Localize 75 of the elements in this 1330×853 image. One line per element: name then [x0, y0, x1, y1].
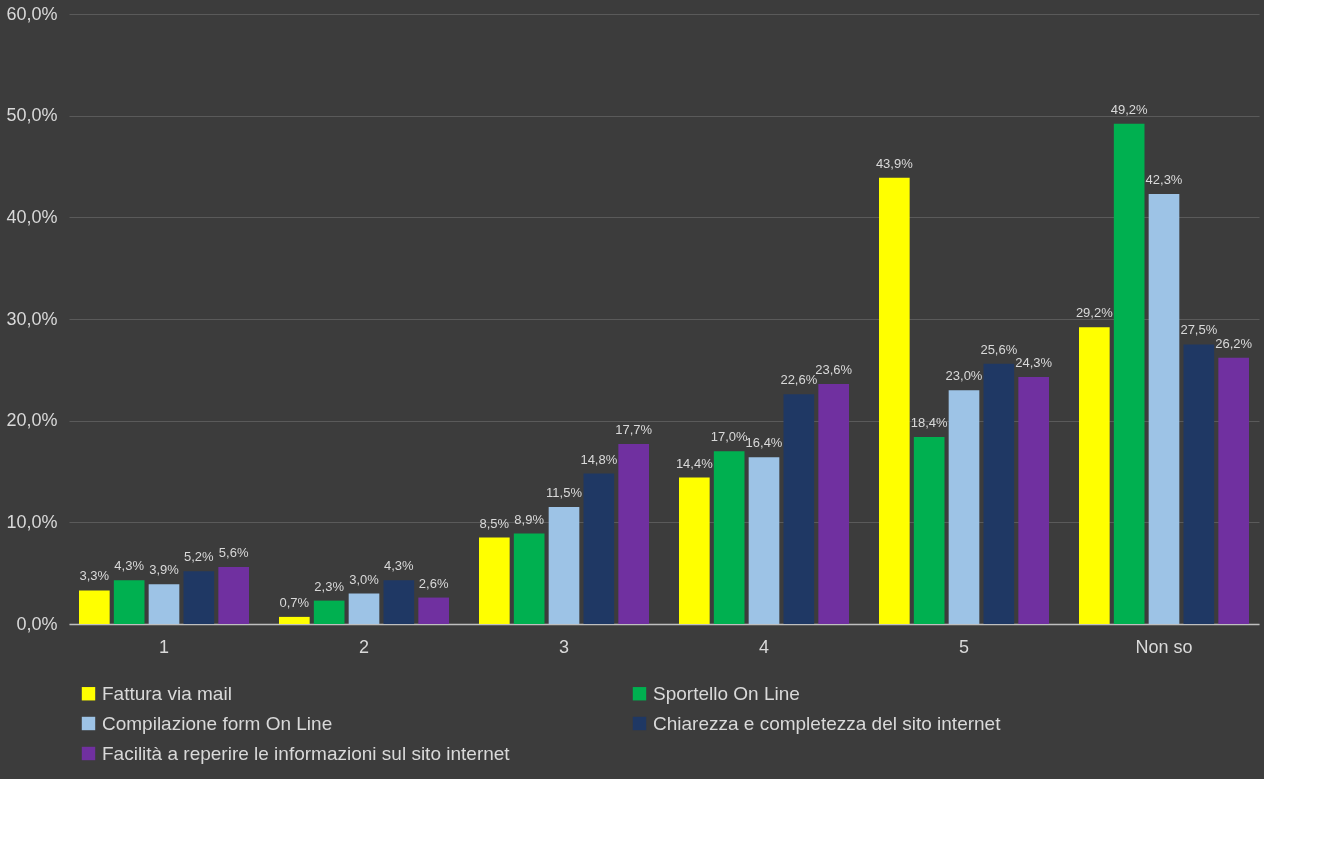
bar	[879, 177, 910, 624]
bar	[713, 451, 745, 624]
bar	[548, 507, 580, 624]
legend-label: Facilità a reperire le informazioni sul sito internet	[102, 742, 511, 764]
bar	[1113, 123, 1145, 624]
bar	[79, 590, 110, 624]
x-tick-label: 4	[758, 636, 770, 657]
legend-label: Fattura via mail	[102, 682, 232, 704]
data-label: 11,5%	[546, 485, 583, 501]
bar	[948, 390, 980, 624]
data-label: 0,7%	[279, 594, 310, 610]
bar	[1018, 376, 1049, 624]
bar	[1148, 193, 1180, 624]
bar	[1218, 357, 1249, 624]
data-label: 42,3%	[1145, 171, 1183, 187]
data-label: 23,0%	[945, 368, 983, 384]
data-label: 2,6%	[418, 575, 449, 591]
data-label: 17,7%	[615, 422, 653, 438]
bar	[818, 384, 849, 624]
data-label: 14,4%	[675, 455, 714, 471]
bar	[1183, 344, 1215, 624]
y-tick-label: 10,0%	[6, 511, 58, 532]
data-label: 2,3%	[314, 578, 345, 594]
data-label: 49,2%	[1110, 101, 1149, 117]
bar	[113, 580, 145, 624]
data-label: 18,4%	[910, 414, 949, 430]
bar	[218, 567, 249, 624]
legend-label: Sportello On Line	[653, 682, 800, 704]
data-label: 8,9%	[514, 511, 545, 527]
data-label: 3,3%	[79, 568, 110, 584]
bar	[279, 616, 310, 624]
data-label: 25,6%	[980, 341, 1018, 357]
bar	[748, 457, 780, 624]
data-label: 14,8%	[580, 451, 618, 467]
bar	[348, 593, 380, 624]
legend-label: Chiarezza e completezza del sito internet	[653, 712, 1002, 734]
data-label: 23,6%	[815, 362, 853, 378]
data-label: 4,3%	[384, 558, 415, 574]
bar	[479, 537, 510, 624]
data-label: 4,3%	[114, 558, 145, 574]
x-tick-label: 1	[158, 636, 170, 657]
bar	[1079, 327, 1110, 624]
data-label: 3,9%	[149, 562, 180, 578]
data-label: 24,3%	[1015, 354, 1053, 370]
legend-label: Compilazione form On Line	[102, 712, 333, 734]
bar	[513, 533, 545, 624]
y-tick-label: 40,0%	[6, 206, 58, 227]
y-tick-label: 60,0%	[6, 3, 58, 24]
y-tick-label: 30,0%	[6, 308, 58, 329]
data-label: 26,2%	[1215, 335, 1253, 351]
data-label: 43,9%	[875, 155, 914, 171]
bar	[983, 363, 1015, 624]
data-label: 27,5%	[1180, 322, 1218, 338]
y-tick-label: 50,0%	[6, 105, 58, 126]
bar	[783, 394, 815, 624]
bar	[313, 600, 345, 624]
x-tick-label: 3	[558, 636, 570, 657]
data-label: 5,6%	[218, 545, 249, 561]
bar	[679, 477, 710, 624]
x-tick-label: 5	[958, 636, 970, 657]
data-label: 8,5%	[479, 515, 510, 531]
x-tick-label: Non so	[1135, 636, 1193, 657]
y-tick-label: 0,0%	[16, 613, 58, 634]
data-label: 29,2%	[1075, 305, 1114, 321]
bar	[583, 473, 615, 624]
y-tick-label: 20,0%	[6, 410, 58, 431]
bar	[418, 597, 449, 624]
bar	[913, 436, 945, 624]
data-label: 3,0%	[349, 571, 380, 587]
data-label: 5,2%	[184, 549, 215, 565]
x-tick-label: 2	[358, 636, 370, 657]
bar	[618, 444, 649, 624]
bar	[183, 571, 215, 624]
bar	[148, 584, 180, 624]
bar	[383, 580, 415, 624]
